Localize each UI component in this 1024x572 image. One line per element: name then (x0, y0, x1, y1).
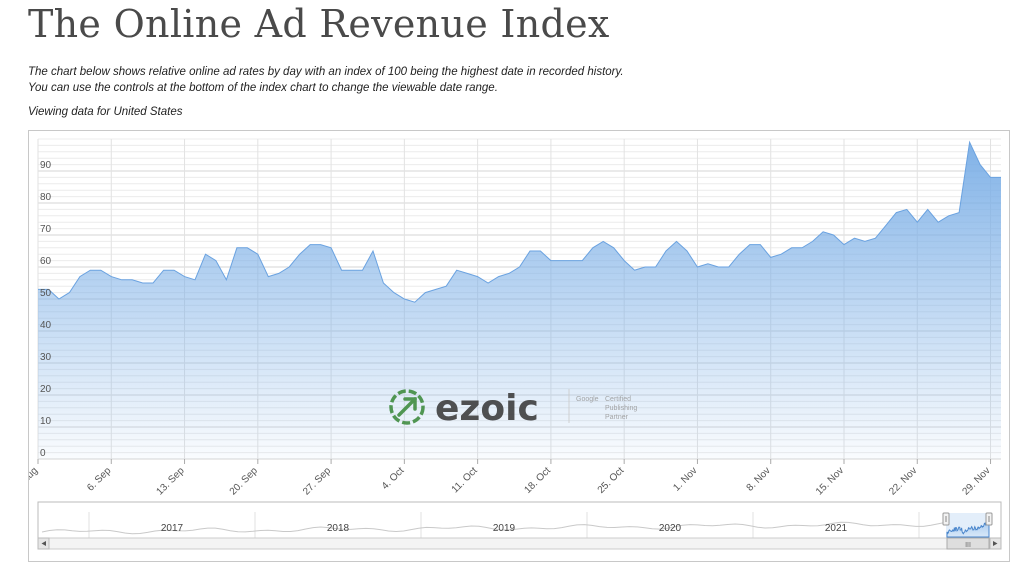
x-tick-label: 25. Oct (596, 465, 627, 496)
y-tick-label: 30 (40, 352, 52, 363)
y-tick-label: 0 (40, 448, 46, 459)
series-line (38, 140, 1001, 303)
x-tick-label: 22. Nov (887, 465, 919, 497)
range-scrollbar[interactable]: III (37, 537, 1002, 550)
range-navigator[interactable]: 2017 2018 2019 2020 2021 (37, 501, 1002, 539)
navigator-background (37, 501, 1002, 539)
x-axis-ticks: 30. Aug 6. Sep 13. Sep 20. Sep 27. Sep 4. Oct… (29, 459, 993, 498)
scrollbar-right-button[interactable] (989, 537, 1002, 550)
x-tick-label: 1. Nov (671, 465, 699, 493)
scrollbar-grip: III (965, 542, 971, 549)
badge-line-3: Publishing (605, 405, 637, 412)
x-tick-label: 29. Nov (961, 465, 993, 497)
navigator-selection-line (946, 515, 990, 538)
x-tick-label: 27. Sep (301, 465, 333, 497)
badge-line-4: Partner (605, 414, 629, 421)
y-tick-label: 40 (40, 320, 52, 331)
navigator-year-labels: 2017 2018 2019 2020 2021 (161, 523, 848, 534)
x-tick-label: 30. Aug (29, 465, 40, 497)
navigator-gridlines (88, 512, 920, 538)
scrollbar-track[interactable] (37, 537, 1002, 550)
y-tick-label: 70 (40, 224, 52, 235)
x-tick-label: 13. Sep (155, 465, 187, 497)
badge-line-2: Certified (605, 396, 631, 403)
navigator-year-label: 2021 (825, 523, 848, 534)
x-tick-label: 11. Oct (450, 465, 480, 495)
x-tick-label: 18. Oct (522, 465, 553, 496)
chart-container: 0 10 20 30 40 50 60 70 80 90 30. Aug 6. Sep 13. Sep… (28, 130, 1010, 562)
navigator-handle-left[interactable] (942, 512, 950, 526)
y-axis-ticks: 0 10 20 30 40 50 60 70 80 90 (40, 160, 52, 459)
navigator-year-label: 2020 (659, 523, 682, 534)
y-tick-label: 90 (40, 160, 52, 171)
description-line-2: You can use the controls at the bottom o… (28, 82, 498, 94)
ad-index-chart: 0 10 20 30 40 50 60 70 80 90 30. Aug 6. Sep 13. Sep… (29, 138, 1002, 550)
ezoic-logo-icon (389, 389, 425, 425)
viewing-region-label: Viewing data for United States (28, 106, 183, 118)
navigator-handle-right[interactable] (985, 512, 993, 526)
badge-line-1: Google (576, 396, 599, 403)
arrow-right-icon (993, 541, 998, 546)
y-tick-label: 60 (40, 256, 52, 267)
page-title: The Online Ad Revenue Index (28, 2, 610, 46)
series-area (38, 142, 1001, 459)
navigator-year-label: 2018 (327, 523, 350, 534)
y-tick-label: 80 (40, 192, 52, 203)
chart-description: The chart below shows relative online ad… (28, 64, 624, 96)
navigator-series-line (41, 521, 947, 535)
x-tick-label: 20. Sep (228, 465, 260, 497)
navigator-year-label: 2017 (161, 523, 184, 534)
x-tick-label: 4. Oct (380, 465, 407, 492)
y-tick-label: 20 (40, 384, 52, 395)
ezoic-brand-text: ezoic (435, 388, 539, 429)
arrow-left-icon (41, 541, 46, 546)
y-tick-label: 10 (40, 416, 52, 427)
navigator-year-label: 2019 (493, 523, 516, 534)
ezoic-watermark: ezoic Google Certified Publishing Partne… (389, 388, 637, 429)
x-tick-label: 15. Nov (814, 465, 846, 497)
scrollbar-left-button[interactable] (37, 537, 50, 550)
scrollbar-thumb[interactable]: III (946, 537, 990, 550)
x-tick-label: 8. Nov (745, 465, 773, 493)
description-line-1: The chart below shows relative online ad… (28, 66, 624, 78)
x-tick-label: 6. Sep (85, 465, 114, 494)
y-tick-label: 50 (40, 288, 52, 299)
